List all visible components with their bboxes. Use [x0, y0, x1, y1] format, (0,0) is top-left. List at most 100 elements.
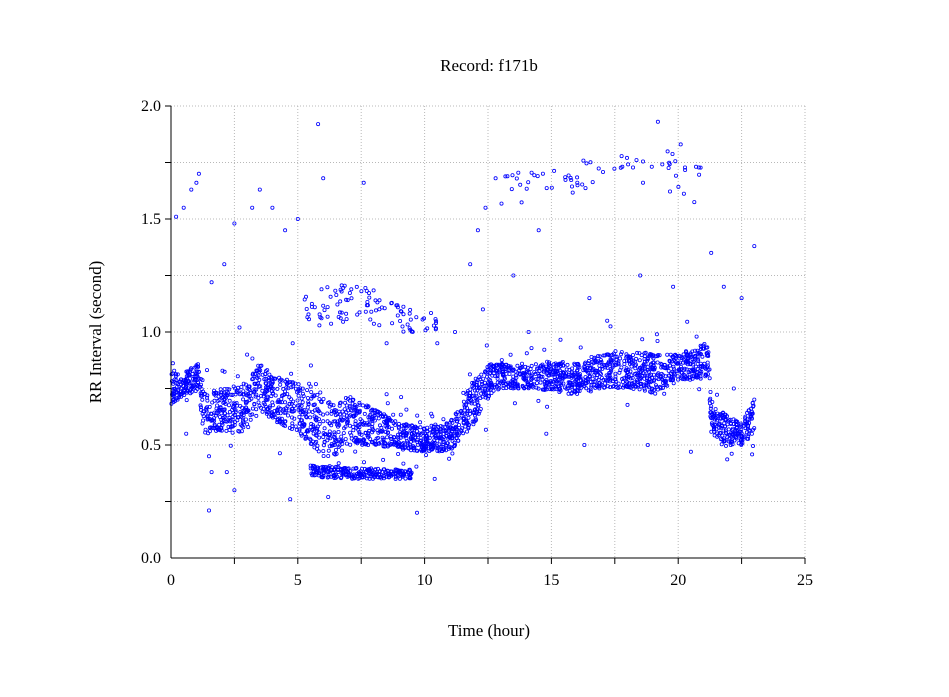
data-point — [262, 391, 267, 396]
data-point — [568, 380, 573, 385]
data-point — [435, 341, 440, 346]
data-point — [171, 391, 176, 396]
data-point — [547, 382, 552, 387]
data-point — [618, 165, 623, 170]
data-point — [529, 363, 534, 368]
data-point — [349, 287, 354, 292]
data-point — [645, 376, 650, 381]
data-point — [452, 443, 457, 448]
data-point — [583, 380, 588, 385]
data-point — [502, 364, 507, 369]
data-point — [580, 182, 585, 187]
data-point — [336, 314, 341, 319]
data-point — [190, 371, 195, 376]
data-point — [427, 427, 432, 432]
data-point — [337, 310, 342, 315]
data-point — [367, 476, 372, 481]
data-point — [343, 472, 348, 477]
data-point — [337, 403, 342, 408]
data-point — [556, 377, 561, 382]
data-point — [536, 376, 541, 381]
data-point — [555, 374, 560, 379]
data-point — [291, 399, 296, 404]
data-point — [691, 369, 696, 374]
data-point — [230, 417, 235, 422]
data-point — [627, 374, 632, 379]
data-point — [459, 413, 464, 418]
data-point — [318, 390, 323, 395]
data-point — [394, 303, 399, 308]
data-point — [599, 375, 604, 380]
data-point — [520, 383, 525, 388]
data-point — [224, 470, 229, 475]
data-point — [372, 475, 377, 480]
data-point — [483, 205, 488, 210]
data-point — [468, 262, 473, 267]
data-point — [552, 365, 557, 370]
data-point — [704, 345, 709, 350]
data-point — [204, 409, 209, 414]
data-point — [577, 384, 582, 389]
data-point — [338, 439, 343, 444]
data-point — [378, 429, 383, 434]
data-point — [298, 388, 303, 393]
data-point — [628, 385, 633, 390]
data-point — [695, 348, 700, 353]
y-tick-label: 1.5 — [141, 211, 161, 228]
data-point — [377, 307, 382, 312]
data-point — [683, 165, 688, 170]
data-point — [616, 385, 621, 390]
data-point — [603, 381, 608, 386]
data-point — [245, 422, 250, 427]
data-point — [648, 367, 653, 372]
data-point — [280, 408, 285, 413]
data-point — [404, 436, 409, 441]
data-point — [698, 374, 703, 379]
data-point — [548, 371, 553, 376]
data-point — [222, 386, 227, 391]
data-point — [371, 288, 376, 293]
data-point — [465, 411, 470, 416]
data-point — [649, 164, 654, 169]
data-point — [718, 416, 723, 421]
data-point — [415, 413, 420, 418]
data-point — [592, 356, 597, 361]
data-point — [697, 172, 702, 177]
data-point — [626, 375, 631, 380]
data-point — [254, 392, 259, 397]
data-point — [388, 442, 393, 447]
data-point — [362, 411, 367, 416]
data-point — [495, 380, 500, 385]
data-point — [608, 385, 613, 390]
data-point — [209, 470, 214, 475]
data-point — [577, 373, 582, 378]
data-point — [479, 391, 484, 396]
data-point — [619, 352, 624, 357]
data-point — [671, 364, 676, 369]
data-point — [670, 369, 675, 374]
data-point — [337, 401, 342, 406]
data-point — [506, 368, 511, 373]
data-point — [258, 368, 263, 373]
data-point — [624, 352, 629, 357]
data-point — [320, 467, 325, 472]
data-point — [350, 398, 355, 403]
data-point — [531, 385, 536, 390]
data-point — [377, 441, 382, 446]
data-point — [304, 429, 309, 434]
data-point — [211, 416, 216, 421]
data-point — [493, 176, 498, 181]
data-point — [308, 415, 313, 420]
data-point — [506, 363, 511, 368]
data-point — [307, 381, 312, 386]
data-point — [679, 364, 684, 369]
data-point — [569, 384, 574, 389]
data-point — [464, 392, 469, 397]
data-point — [219, 390, 224, 395]
data-point — [751, 427, 756, 432]
data-point — [393, 422, 398, 427]
data-point — [736, 441, 741, 446]
data-point — [490, 373, 495, 378]
data-point — [250, 356, 255, 361]
data-point — [384, 470, 389, 475]
